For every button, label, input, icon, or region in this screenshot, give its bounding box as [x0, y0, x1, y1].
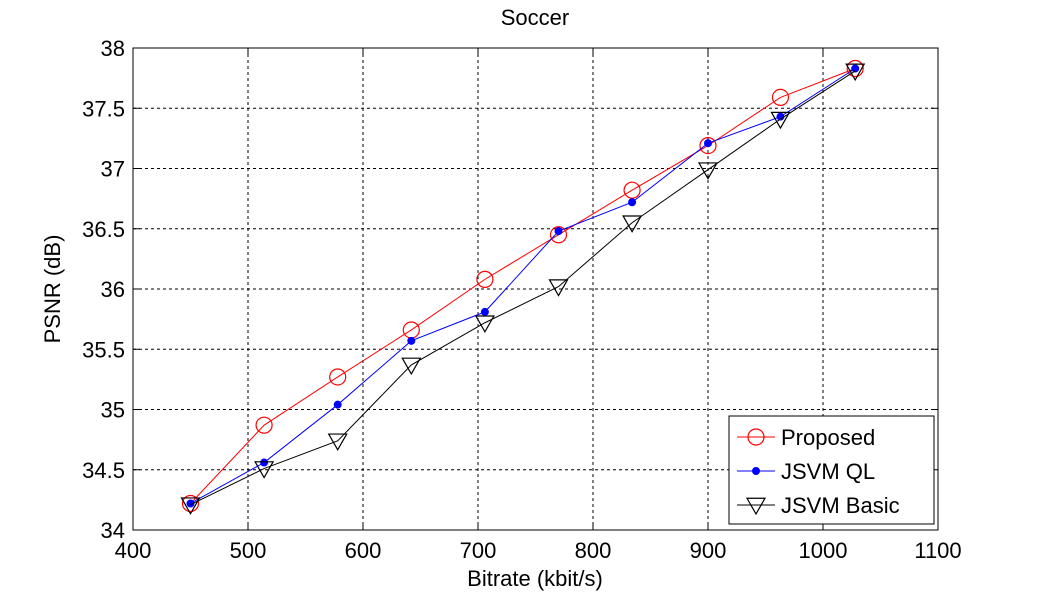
y-axis-label: PSNR (dB) — [40, 235, 65, 344]
data-point — [407, 336, 416, 345]
data-point — [474, 315, 495, 333]
y-tick-label: 34.5 — [82, 458, 125, 483]
data-point — [851, 64, 860, 73]
data-point — [254, 461, 275, 479]
y-tick-label: 36.5 — [82, 217, 125, 242]
data-point — [260, 458, 269, 467]
data-point — [401, 357, 422, 376]
y-tick-label: 37 — [101, 157, 125, 182]
x-axis-ticks: 400 500 600 700 800 900 1000 1100 — [115, 48, 962, 563]
data-point — [771, 88, 790, 107]
legend-label: Proposed — [781, 425, 875, 450]
series-3 — [180, 63, 866, 515]
series-2 — [186, 64, 860, 508]
data-series — [180, 59, 866, 515]
data-point — [846, 59, 864, 78]
legend-marker — [752, 467, 760, 475]
x-tick-label: 400 — [115, 538, 152, 563]
x-tick-label: 600 — [345, 538, 382, 563]
legend-marker — [745, 497, 767, 516]
data-point — [327, 433, 348, 452]
legend-item: JSVM QL — [737, 459, 875, 484]
y-axis-ticks: 34 34.5 35 35.5 36 36.5 37 37.5 38 — [82, 36, 938, 543]
data-point — [333, 400, 342, 409]
data-point — [845, 63, 866, 82]
x-tick-label: 1000 — [799, 538, 848, 563]
y-tick-label: 38 — [101, 36, 125, 61]
legend-item: Proposed — [737, 425, 875, 450]
x-tick-label: 1100 — [914, 538, 961, 563]
data-point — [699, 137, 717, 155]
data-point — [622, 215, 643, 233]
data-point — [554, 227, 563, 236]
data-point — [480, 307, 489, 316]
data-point — [628, 198, 637, 207]
data-point — [704, 139, 712, 148]
data-point — [181, 494, 200, 513]
data-point — [255, 416, 273, 434]
legend-item: JSVM Basic — [737, 493, 900, 518]
x-tick-label: 900 — [690, 538, 727, 563]
grid-lines — [133, 48, 938, 530]
legend-label: JSVM Basic — [781, 493, 900, 518]
legend: Proposed JSVM QL JSVM Basic — [728, 415, 935, 525]
y-tick-label: 35.5 — [82, 337, 125, 362]
series-line — [190, 68, 856, 504]
y-tick-label: 35 — [101, 398, 125, 423]
data-point — [697, 162, 719, 180]
y-tick-label: 34 — [101, 518, 125, 543]
data-point — [329, 368, 347, 386]
x-tick-label: 500 — [230, 538, 267, 563]
data-point — [180, 497, 201, 515]
data-point — [623, 181, 641, 199]
series-1 — [181, 59, 864, 513]
y-tick-label: 37.5 — [82, 96, 125, 121]
x-axis-label: Bitrate (kbit/s) — [467, 566, 603, 591]
series-line — [190, 68, 856, 504]
data-point — [549, 226, 568, 244]
chart-title: Soccer — [501, 5, 569, 30]
y-tick-label: 36 — [101, 277, 125, 302]
legend-marker — [747, 428, 765, 446]
x-tick-label: 800 — [575, 538, 612, 563]
data-point — [476, 270, 494, 288]
x-tick-label: 700 — [460, 538, 497, 563]
data-point — [548, 279, 569, 297]
legend-label: JSVM QL — [781, 459, 875, 484]
series-line — [190, 70, 856, 506]
data-point — [770, 111, 791, 130]
